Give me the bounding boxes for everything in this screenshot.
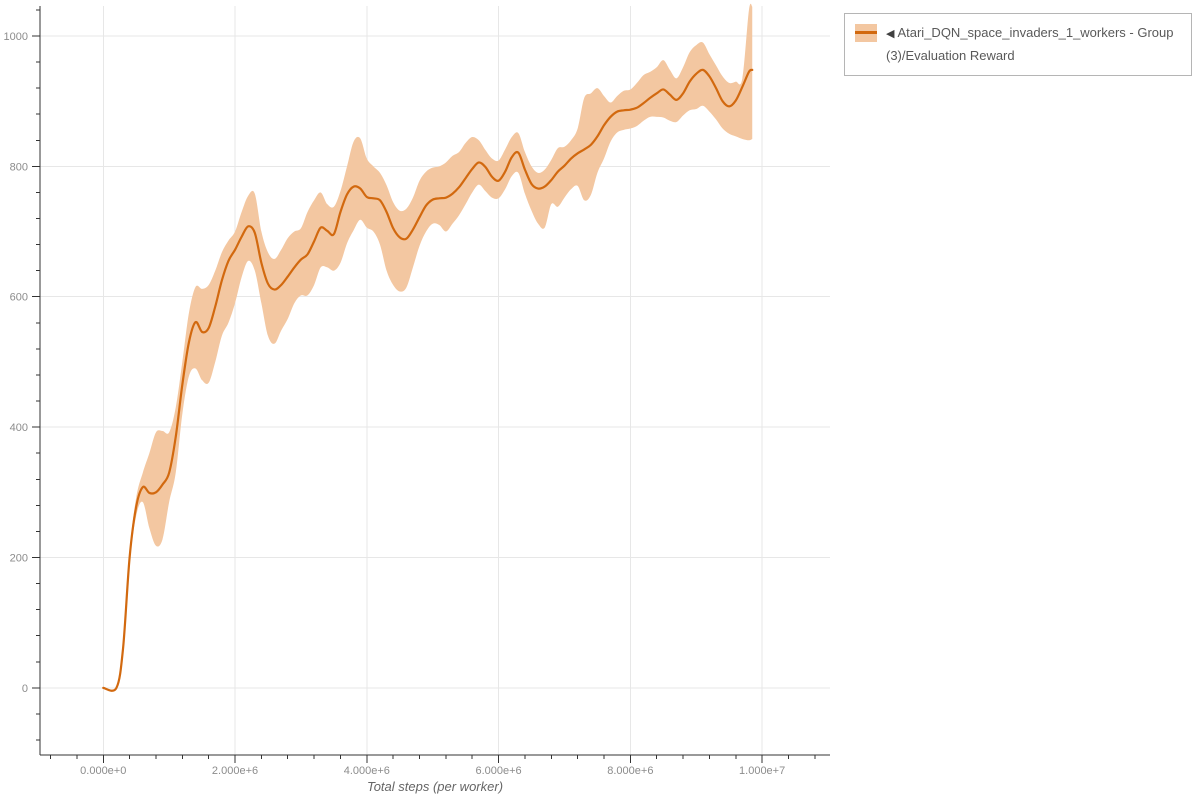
y-tick-label: 1000 <box>4 31 28 43</box>
y-tick-label: 600 <box>10 292 28 304</box>
x-tick-label: 0.000e+0 <box>80 765 126 777</box>
x-tick-label: 2.000e+6 <box>212 765 258 777</box>
legend-series-line <box>855 31 877 34</box>
confidence-band <box>103 3 753 691</box>
legend-series-label: Atari_DQN_space_invaders_1_workers - Gro… <box>886 25 1174 63</box>
x-tick-label: 4.000e+6 <box>344 765 390 777</box>
legend-entry[interactable]: ◀ Atari_DQN_space_invaders_1_workers - Gr… <box>886 22 1185 67</box>
legend-box[interactable]: ◀ Atari_DQN_space_invaders_1_workers - Gr… <box>844 13 1192 76</box>
axes <box>32 6 830 763</box>
y-tick-label: 400 <box>10 422 28 434</box>
x-tick-label: 1.000e+7 <box>739 765 785 777</box>
tick-labels: 0.000e+0 2.000e+6 4.000e+6 6.000e+6 8.000e+6… <box>4 31 786 777</box>
y-tick-label: 0 <box>22 683 28 695</box>
legend-series-swatch <box>855 24 877 42</box>
x-tick-label: 6.000e+6 <box>475 765 521 777</box>
mean-reward-line <box>102 68 754 692</box>
x-tick-label: 8.000e+6 <box>607 765 653 777</box>
y-tick-label: 200 <box>10 552 28 564</box>
y-tick-label: 800 <box>10 161 28 173</box>
gridlines <box>40 6 830 755</box>
collapse-left-icon[interactable]: ◀ <box>886 28 895 40</box>
x-axis-title: Total steps (per worker) <box>367 779 503 794</box>
